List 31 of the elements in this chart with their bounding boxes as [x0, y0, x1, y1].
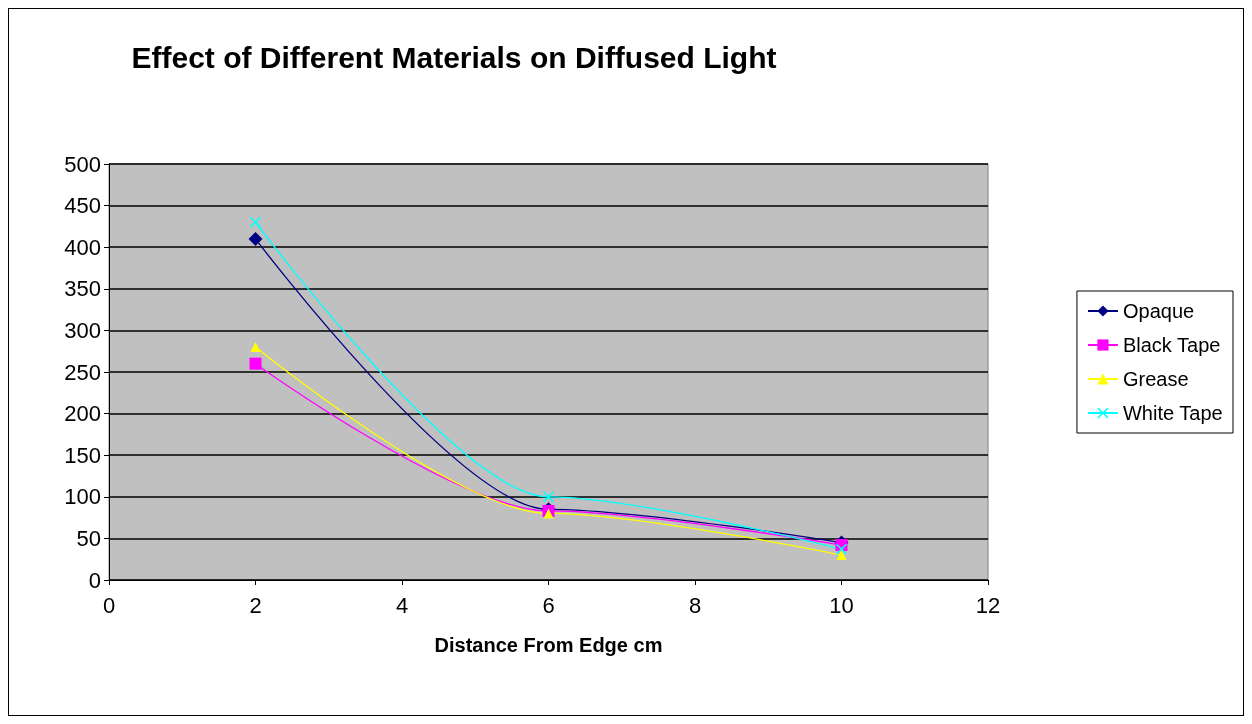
- point: [250, 216, 261, 228]
- y-tick-label: 350: [64, 276, 101, 302]
- x-tick-label: 12: [975, 592, 1001, 618]
- y-tick-label: 0: [88, 567, 101, 593]
- chart-title: Effect of Different Materials on Diffused Light: [131, 40, 777, 74]
- point: [836, 543, 847, 555]
- legend-label: Grease: [1122, 368, 1189, 390]
- y-tick-label: 400: [64, 234, 101, 260]
- x-tick-label: 8: [688, 592, 702, 618]
- legend-label: Black Tape: [1122, 334, 1221, 356]
- x-axis-title: Distance From Edge cm: [434, 634, 663, 656]
- y-tick-label: 500: [64, 151, 101, 177]
- point: [249, 357, 262, 370]
- legend-label: White Tape: [1122, 402, 1223, 424]
- point: [250, 342, 261, 353]
- point: [248, 231, 263, 246]
- x-tick-label: 6: [542, 592, 555, 618]
- y-tick-label: 150: [64, 442, 101, 468]
- y-tick-label: 200: [64, 401, 101, 427]
- y-tick-label: 50: [76, 525, 101, 551]
- point: [543, 491, 554, 503]
- point: [543, 508, 554, 519]
- legend-label: Opaque: [1122, 300, 1195, 322]
- y-tick-label: 450: [64, 193, 101, 219]
- y-tick-label: 100: [64, 484, 101, 510]
- y-tick-label: 300: [64, 317, 101, 343]
- y-tick-label: 250: [64, 359, 101, 385]
- point: [836, 550, 847, 561]
- x-tick-label: 10: [829, 592, 854, 618]
- x-tick-label: 4: [395, 592, 409, 618]
- x-tick-label: 2: [249, 592, 262, 618]
